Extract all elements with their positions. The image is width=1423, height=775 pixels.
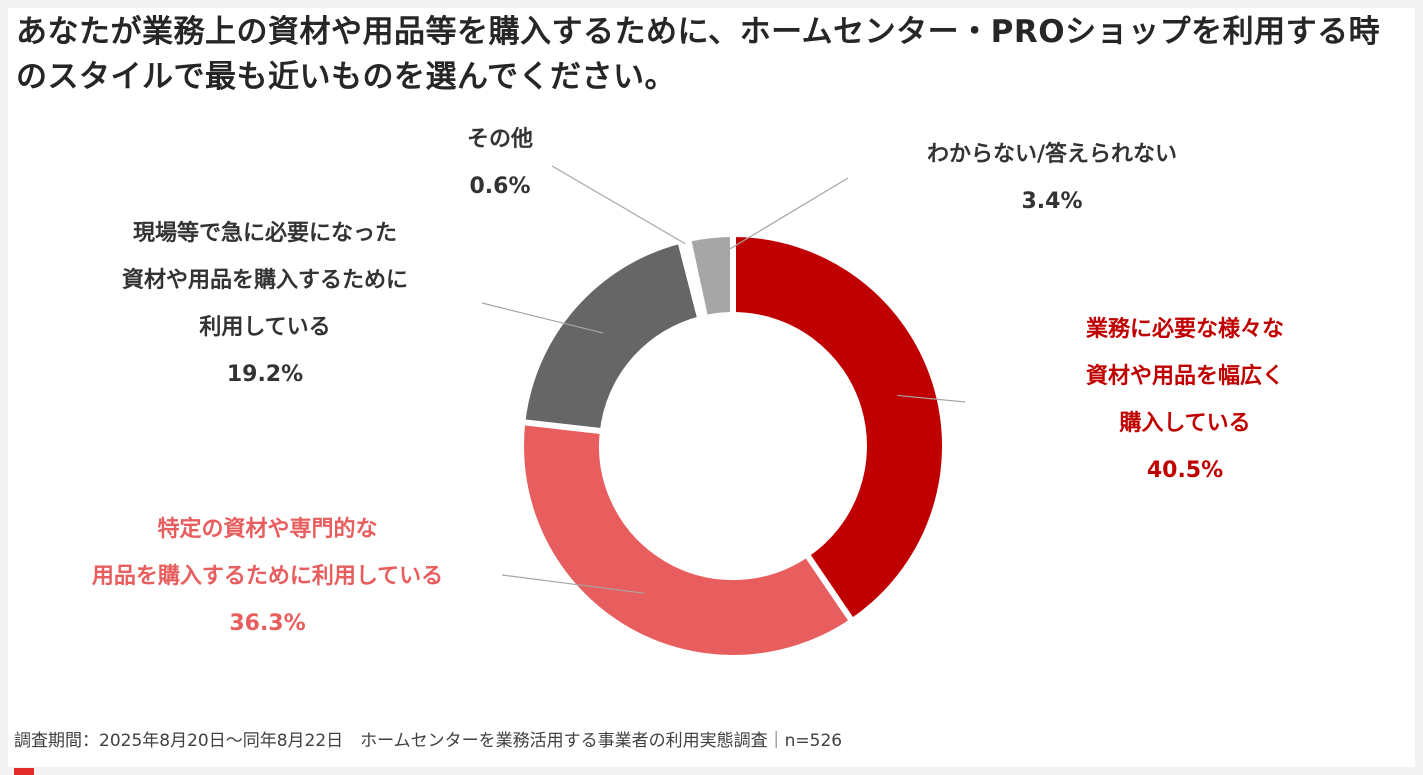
slice-percent: 3.4% [1021, 189, 1083, 214]
slice-percent: 40.5% [1146, 458, 1224, 483]
slice-percent: 36.3% [229, 611, 306, 636]
slice-name: 特定の資材や専門的な [157, 517, 378, 542]
donut-slice [519, 237, 705, 435]
survey-footnote: 調査期間：2025年8月20日～同年8月22日 ホームセンターを業務活用する事業… [14, 731, 843, 751]
slice-label-business-wide: 業務に必要な様々な 資材や用品を幅広く 購入している 40.5% [1040, 306, 1330, 494]
donut-slice [730, 230, 948, 626]
brand-mark [14, 768, 34, 775]
slice-name: 資材や用品を購入するために [121, 268, 408, 293]
slice-percent: 0.6% [469, 174, 531, 199]
slice-name: 業務に必要な様々な [1085, 317, 1284, 342]
leader-line [551, 165, 686, 245]
donut-slice [518, 418, 857, 661]
slice-name: 購入している [1119, 411, 1251, 436]
slice-name: 資材や用品を幅広く [1085, 364, 1284, 389]
leader-line [712, 177, 849, 260]
leader-line [501, 574, 645, 594]
slice-name: その他 [466, 127, 533, 152]
donut-slice [684, 230, 736, 322]
slice-label-other: その他 0.6% [430, 116, 570, 210]
slice-name: わからない/答えられない [926, 142, 1178, 167]
slice-label-specific-items: 特定の資材や専門的な 用品を購入するために利用している 36.3% [30, 506, 505, 647]
slice-label-dont-know: わからない/答えられない 3.4% [872, 131, 1232, 225]
leader-line [481, 302, 604, 334]
slice-name: 現場等で急に必要になった [132, 221, 397, 246]
slice-label-urgent-needs: 現場等で急に必要になった 資材や用品を購入するために 利用している 19.2% [70, 210, 460, 398]
slice-name: 用品を購入するために利用している [91, 564, 444, 589]
slice-name: 利用している [199, 315, 331, 340]
chart-title: あなたが業務上の資材や用品等を購入するために、ホームセンター・PROショップを利… [16, 14, 1381, 95]
leader-line [897, 394, 966, 403]
slice-percent: 19.2% [226, 362, 304, 387]
